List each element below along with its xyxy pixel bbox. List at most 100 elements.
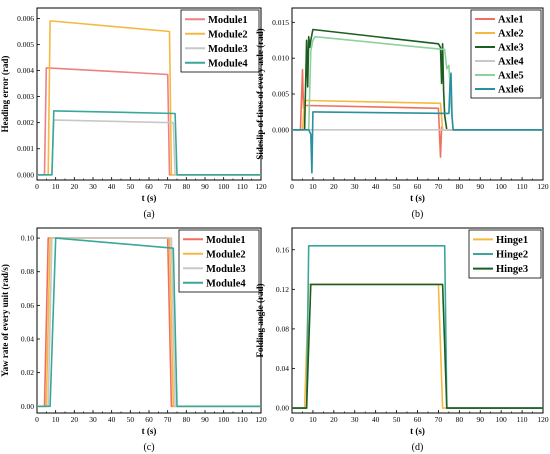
y-axis-title: Sideslip of tires of every axle (rad) — [255, 28, 265, 159]
legend-box — [180, 9, 260, 73]
legend-label: Axle2 — [498, 29, 524, 40]
x-tick-label: 20 — [330, 415, 338, 424]
x-tick-label: 80 — [183, 182, 191, 191]
x-tick-label: 70 — [164, 182, 172, 191]
series-line-hinge3 — [292, 283, 543, 409]
y-tick-label: 0.001 — [17, 144, 34, 153]
x-tick-label: 50 — [127, 415, 135, 424]
x-tick-label: 110 — [237, 415, 248, 424]
y-tick-label: 0.010 — [272, 54, 289, 63]
y-tick-label: 0.00 — [21, 402, 34, 411]
x-tick-label: 40 — [372, 415, 380, 424]
legend-label: Module1 — [208, 15, 248, 26]
y-tick-label: 0.002 — [17, 118, 34, 127]
x-tick-label: 120 — [537, 182, 549, 191]
x-tick-label: 70 — [164, 415, 172, 424]
x-tick-label: 60 — [145, 182, 153, 191]
y-tick-label: 0.10 — [21, 234, 34, 243]
x-tick-label: 10 — [309, 182, 317, 191]
y-tick-label: 0.16 — [276, 245, 289, 254]
legend-label: Module1 — [206, 235, 246, 246]
x-tick-label: 30 — [351, 182, 359, 191]
y-tick-label: 0.06 — [21, 301, 34, 310]
legend-label: Axle4 — [498, 57, 524, 68]
x-tick-label: 110 — [517, 182, 528, 191]
x-tick-label: 0 — [35, 415, 39, 424]
x-tick-label: 100 — [218, 182, 230, 191]
y-tick-label: 0.005 — [272, 90, 289, 99]
x-tick-label: 100 — [496, 182, 508, 191]
legend-label: Module4 — [208, 58, 248, 69]
x-tick-label: 10 — [52, 182, 60, 191]
x-tick-label: 20 — [71, 415, 79, 424]
x-tick-label: 60 — [414, 182, 422, 191]
x-tick-label: 50 — [393, 182, 401, 191]
legend-label: Axle3 — [498, 43, 524, 54]
y-axis-title: Folding angle (rad) — [255, 283, 265, 357]
x-tick-label: 60 — [414, 415, 422, 424]
y-tick-label: 0.04 — [21, 335, 34, 344]
y-tick-label: 0.08 — [21, 267, 34, 276]
legend-label: Hinge2 — [496, 250, 528, 261]
x-tick-label: 80 — [456, 415, 464, 424]
series-line-module4 — [37, 237, 261, 408]
x-tick-label: 90 — [201, 415, 209, 424]
x-tick-label: 110 — [237, 182, 248, 191]
y-axis-title: Yaw rate of every unit (rad/s) — [0, 264, 10, 377]
legend-label: Module4 — [206, 278, 246, 289]
x-tick-label: 10 — [309, 415, 317, 424]
series-line-module3 — [37, 119, 261, 176]
x-tick-label: 90 — [201, 182, 209, 191]
x-tick-label: 20 — [330, 182, 338, 191]
panel-c: 0 10 20 30 40 50 60 70 80 90 100 110 120 0.00 0.02 0.04… — [0, 227, 267, 453]
x-tick-label: 70 — [435, 415, 443, 424]
x-axis-title: t (s) — [142, 426, 157, 436]
x-tick-label: 0 — [35, 182, 39, 191]
legend-label: Hinge3 — [496, 264, 528, 275]
series-line-module2 — [37, 20, 261, 176]
x-tick-label: 30 — [89, 415, 97, 424]
legend-label: Axle6 — [498, 85, 524, 96]
panel-a: 0 10 20 30 40 50 60 70 80 90 100 110 120 0.000 0.001 0.… — [0, 7, 267, 220]
y-tick-label: 0.000 — [272, 125, 289, 134]
legend-box — [470, 9, 542, 99]
legend-label: Axle5 — [498, 71, 524, 82]
panel-d: 0 10 20 30 40 50 60 70 80 90 100 110 120 0.00 0.04 0.08… — [255, 227, 549, 453]
x-tick-label: 30 — [89, 182, 97, 191]
series-line-hinge1 — [292, 283, 543, 409]
x-tick-label: 0 — [290, 415, 294, 424]
x-axis-title: t (s) — [410, 426, 425, 436]
legend-box — [178, 229, 260, 293]
x-tick-label: 120 — [255, 415, 267, 424]
y-tick-label: 0.12 — [276, 285, 289, 294]
y-tick-label: 0.02 — [21, 368, 34, 377]
y-tick-label: 0.00 — [276, 404, 289, 413]
series-line-axle2 — [292, 99, 543, 131]
x-tick-label: 100 — [218, 415, 230, 424]
x-tick-label: 50 — [393, 415, 401, 424]
x-tick-label: 120 — [255, 182, 267, 191]
x-tick-label: 40 — [372, 182, 380, 191]
legend-label: Module3 — [208, 44, 248, 55]
y-tick-label: 0.08 — [276, 324, 289, 333]
panel-label: (c) — [143, 442, 154, 453]
x-tick-label: 0 — [290, 182, 294, 191]
y-tick-label: 0.005 — [17, 40, 34, 49]
x-tick-label: 100 — [496, 415, 508, 424]
x-tick-label: 90 — [477, 182, 485, 191]
x-tick-label: 30 — [351, 415, 359, 424]
x-tick-label: 60 — [145, 415, 153, 424]
x-axis-title: t (s) — [410, 193, 425, 203]
x-tick-label: 80 — [183, 415, 191, 424]
panel-label: (d) — [412, 442, 424, 453]
legend-label: Module2 — [208, 29, 248, 40]
x-tick-label: 110 — [517, 415, 528, 424]
y-tick-label: 0.015 — [272, 18, 289, 27]
x-tick-label: 10 — [52, 415, 60, 424]
y-axis-title: Heading error (rad) — [0, 56, 10, 133]
x-tick-label: 120 — [537, 415, 549, 424]
x-axis-title: t (s) — [142, 193, 157, 203]
y-tick-label: 0.000 — [17, 170, 34, 179]
legend-label: Axle1 — [498, 15, 524, 26]
